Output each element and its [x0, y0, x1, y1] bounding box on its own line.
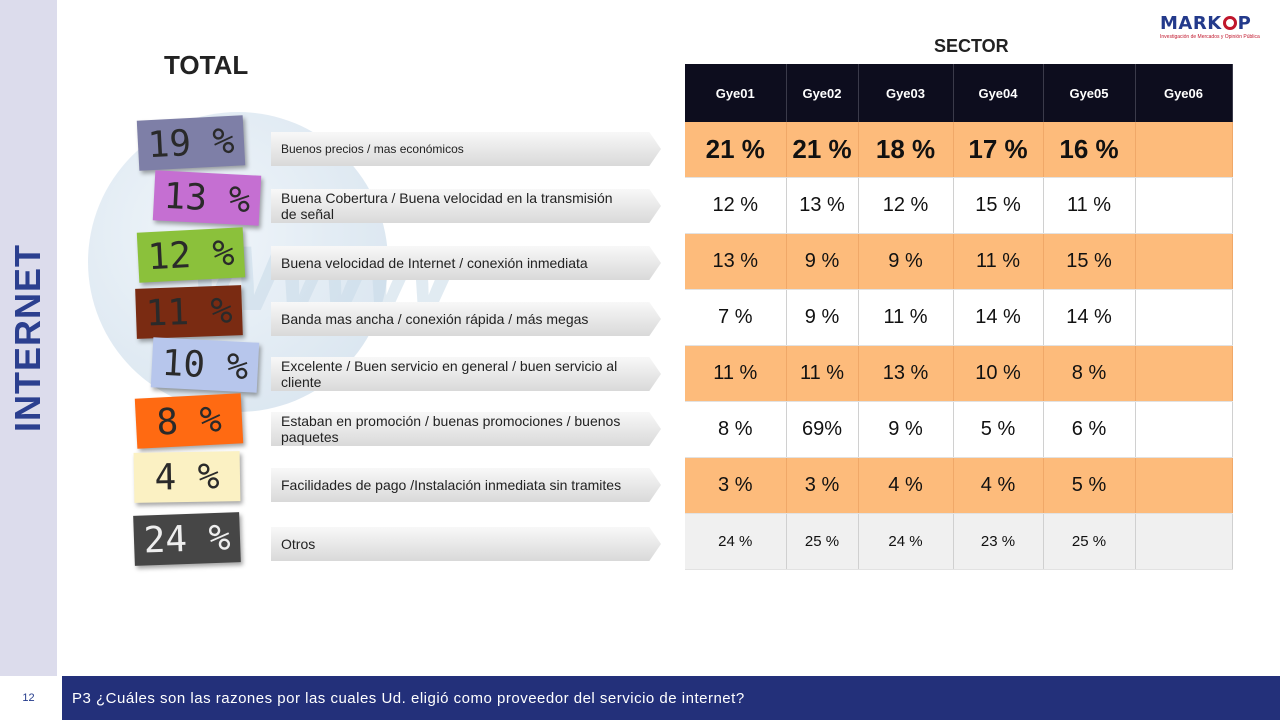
reason-label-7: Facilidades de pago /Instalación inmedia…: [271, 468, 661, 502]
total-value: 4 %: [154, 455, 220, 499]
total-card-4: 11 %: [135, 285, 243, 339]
table-cell: 11 %: [953, 233, 1044, 290]
total-card-5: 10 %: [150, 337, 260, 393]
total-card-7: 4 %: [133, 451, 241, 503]
table-cell: 16 %: [1043, 122, 1136, 178]
reason-label-3: Buena velocidad de Internet / conexión i…: [271, 246, 661, 280]
total-value: 11 %: [144, 289, 234, 335]
table-cell: [1135, 177, 1233, 234]
table-cell: 15 %: [1043, 233, 1136, 290]
sector-heading: SECTOR: [934, 36, 1009, 56]
table-cell: 11 %: [786, 345, 859, 402]
sidebar: INTERNET: [0, 0, 57, 720]
table-row: 12 % 13 % 12 % 15 % 11 %: [685, 177, 1233, 234]
table-cell: 25 %: [786, 513, 859, 570]
table-cell: 23 %: [953, 513, 1044, 570]
reason-label-6: Estaban en promoción / buenas promocione…: [271, 412, 661, 446]
table-cell: 8 %: [685, 401, 787, 458]
total-card-8: 24 %: [133, 512, 241, 566]
total-card-6: 8 %: [134, 393, 244, 449]
table-cell: 25 %: [1043, 513, 1136, 570]
table-cell: 6 %: [1043, 401, 1136, 458]
table-row: 21 % 21 % 18 % 17 % 16 %: [685, 122, 1233, 178]
table-row: 8 % 69% 9 % 5 % 6 %: [685, 401, 1233, 458]
table-cell: 10 %: [953, 345, 1044, 402]
total-value: 19 %: [146, 120, 236, 166]
total-value: 13 %: [162, 175, 252, 221]
table-cell: 11 %: [858, 289, 954, 346]
table-cell: 3 %: [786, 457, 859, 514]
table-row: 13 % 9 % 9 % 11 % 15 %: [685, 233, 1233, 290]
table-cell: 12 %: [858, 177, 954, 234]
company-logo: MARK P Investigación de Mercados y Opinió…: [1160, 14, 1268, 44]
table-cell: 7 %: [685, 289, 787, 346]
table-cell: 13 %: [786, 177, 859, 234]
table-cell: 13 %: [685, 233, 787, 290]
total-value: 8 %: [155, 398, 223, 444]
total-value: 12 %: [146, 232, 236, 278]
table-row: 11 % 11 % 13 % 10 % 8 %: [685, 345, 1233, 402]
table-cell: 5 %: [953, 401, 1044, 458]
table-cell: 4 %: [858, 457, 954, 514]
table-cell: [1135, 513, 1233, 570]
table-cell: [1135, 233, 1233, 290]
table-cell: 11 %: [685, 345, 787, 402]
table-cell: [1135, 122, 1233, 178]
table-cell: [1135, 345, 1233, 402]
table-cell: 15 %: [953, 177, 1044, 234]
page-number: 12: [0, 676, 57, 720]
column-header: Gye06: [1135, 64, 1233, 122]
reason-label-1: Buenos precios / mas económicos: [271, 132, 661, 166]
column-header: Gye02: [786, 64, 859, 122]
table-cell: 21 %: [685, 122, 787, 178]
total-value: 10 %: [160, 342, 250, 388]
table-cell: 17 %: [953, 122, 1044, 178]
table-cell: [1135, 289, 1233, 346]
table-cell: 4 %: [953, 457, 1044, 514]
table-cell: 24 %: [685, 513, 787, 570]
table-cell: 14 %: [953, 289, 1044, 346]
reason-label-2: Buena Cobertura / Buena velocidad en la …: [271, 189, 661, 223]
reason-label-8: Otros: [271, 527, 661, 561]
question-footer: P3 ¿Cuáles son las razones por las cuale…: [62, 676, 1280, 720]
logo-tagline: Investigación de Mercados y Opinión Públ…: [1160, 34, 1260, 40]
table-cell: 13 %: [858, 345, 954, 402]
column-header: Gye05: [1043, 64, 1136, 122]
logo-wordmark: MARK P: [1160, 13, 1252, 34]
table-cell: 18 %: [858, 122, 954, 178]
table-cell: 11 %: [1043, 177, 1136, 234]
table-row: 24 % 25 % 24 % 23 % 25 %: [685, 513, 1233, 570]
total-card-1: 19 %: [136, 115, 246, 171]
reason-label-4: Banda mas ancha / conexión rápida / más …: [271, 302, 661, 336]
table-cell: 8 %: [1043, 345, 1136, 402]
table-row: 3 % 3 % 4 % 4 % 5 %: [685, 457, 1233, 514]
total-card-3: 12 %: [136, 227, 246, 283]
section-title: INTERNET: [7, 244, 48, 432]
table-cell: [1135, 457, 1233, 514]
table-cell: 3 %: [685, 457, 787, 514]
table-cell: 12 %: [685, 177, 787, 234]
column-header: Gye01: [685, 64, 787, 122]
table-cell: [1135, 401, 1233, 458]
table-row: 7 % 9 % 11 % 14 % 14 %: [685, 289, 1233, 346]
table-cell: 9 %: [786, 233, 859, 290]
table-cell: 9 %: [858, 401, 954, 458]
table-header-row: Gye01 Gye02 Gye03 Gye04 Gye05 Gye06: [685, 64, 1233, 122]
table-cell: 9 %: [858, 233, 954, 290]
table-cell: 21 %: [786, 122, 859, 178]
column-header: Gye03: [858, 64, 954, 122]
total-card-2: 13 %: [152, 170, 262, 226]
table-cell: 14 %: [1043, 289, 1136, 346]
sector-table: Gye01 Gye02 Gye03 Gye04 Gye05 Gye06 21 %…: [685, 64, 1233, 570]
column-header: Gye04: [953, 64, 1044, 122]
table-cell: 5 %: [1043, 457, 1136, 514]
table-cell: 9 %: [786, 289, 859, 346]
reason-label-5: Excelente / Buen servicio en general / b…: [271, 357, 661, 391]
table-cell: 69%: [786, 401, 859, 458]
total-value: 24 %: [142, 516, 232, 562]
total-heading: TOTAL: [164, 50, 249, 80]
table-cell: 24 %: [858, 513, 954, 570]
